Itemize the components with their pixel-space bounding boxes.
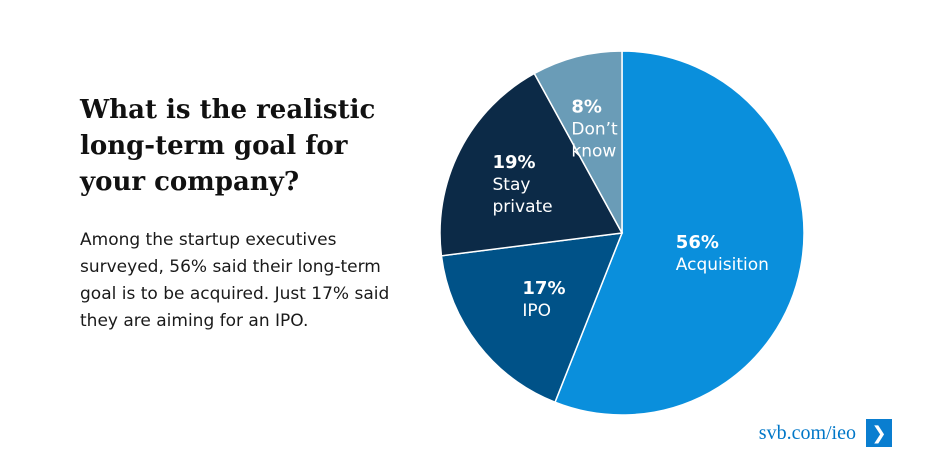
pie-slice-stay-private bbox=[439, 72, 624, 257]
slice-label-stay-private: 19% Stay private bbox=[493, 152, 553, 217]
footer-link[interactable]: svb.com/ieo bbox=[758, 421, 856, 444]
chart-title: What is the realistic long-term goal for… bbox=[80, 95, 376, 197]
chart-subtitle: Among the startup executives surveyed, 5… bbox=[80, 230, 390, 331]
pie-slice-acquisition bbox=[554, 50, 805, 416]
slice-name: IPO bbox=[522, 301, 551, 321]
pie-slice-don-t-know bbox=[533, 50, 623, 234]
arrow-right-icon[interactable]: ❯ bbox=[866, 419, 892, 447]
slice-name: know bbox=[571, 141, 616, 161]
slice-label-ipo: 17% IPO bbox=[522, 278, 565, 321]
slice-name: Acquisition bbox=[676, 255, 769, 275]
slice-percent: 8% bbox=[571, 96, 602, 117]
slice-name: Stay bbox=[493, 175, 531, 195]
footer: svb.com/ieo ❯ bbox=[759, 419, 892, 447]
pie-slices bbox=[439, 50, 805, 416]
slice-label-don-t-know: 8% Don’t know bbox=[571, 96, 618, 161]
slice-percent: 19% bbox=[493, 152, 536, 173]
slice-name: Don’t bbox=[571, 119, 618, 139]
pie-slice-ipo bbox=[440, 232, 624, 404]
slice-percent: 56% bbox=[676, 232, 719, 253]
pie-labels: 56% Acquisition 17% IPO 19% Stay private 8% Don’… bbox=[493, 96, 769, 321]
slice-label-acquisition: 56% Acquisition bbox=[676, 232, 769, 275]
slice-percent: 17% bbox=[522, 278, 565, 299]
slice-name: private bbox=[493, 197, 553, 217]
